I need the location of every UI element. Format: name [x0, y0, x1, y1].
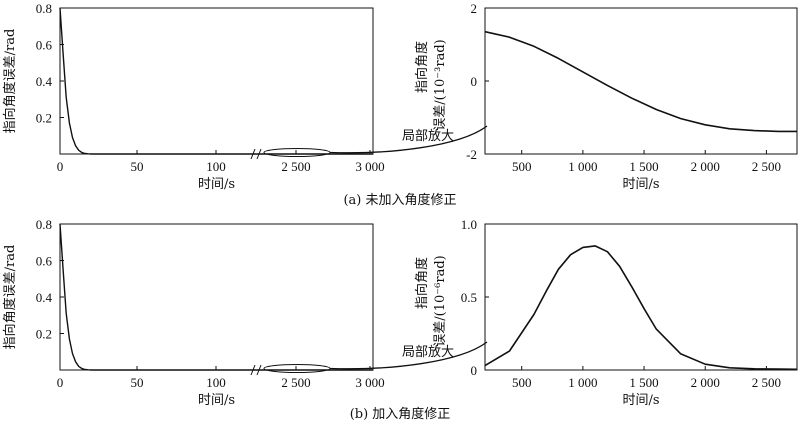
right-y-tick-label: 1.0: [461, 217, 477, 232]
left-y-tick-label: 0.4: [36, 74, 53, 89]
left-x-tick-label: 100: [206, 159, 226, 174]
left-y-axis-label: 指向角度误差/rad: [2, 245, 18, 350]
left-x-tick-label: 50: [131, 375, 144, 390]
right-x-tick-label: 1 000: [568, 375, 597, 390]
left-x-tick-label: 100: [206, 375, 226, 390]
right-x-axis-label: 时间/s: [622, 177, 659, 192]
left-y-tick-label: 0.8: [36, 1, 52, 16]
right-x-tick-label: 2 000: [691, 375, 720, 390]
left-y-tick-label: 0.6: [36, 254, 53, 269]
left-series-line: [59, 223, 373, 371]
left-y-tick-label: 0.2: [36, 327, 52, 342]
left-x-axis-label: 时间/s: [198, 393, 235, 408]
left-x-tick-label: 2 500: [281, 159, 310, 174]
left-y-tick-label: 0.6: [36, 38, 53, 53]
right-y-axis-label-line2: 误差/(10⁻³rad): [433, 39, 448, 130]
right-x-tick-label: 2 500: [752, 375, 781, 390]
panel-caption: (b) 加入角度修正: [350, 406, 451, 422]
right-y-tick-label: 0.5: [461, 290, 477, 305]
right-plot-frame: [484, 7, 798, 155]
right-x-tick-label: 2 000: [691, 159, 720, 174]
zoom-callout-line: [329, 125, 488, 154]
left-x-tick-label: 50: [131, 159, 144, 174]
left-plot: 0.2 0.4 0.6 0.8 0 50 100 2 500 3 000 时间/s 指向角度误差/r…: [2, 217, 385, 408]
zoom-ellipse: [263, 364, 331, 373]
right-plot: 0 0.5 1.0 500 1 000 1 500 2 000 2 500 时间/s 指向角度 误差…: [414, 217, 798, 408]
left-plot-frame: [59, 223, 374, 371]
right-y-tick-label: 0: [471, 74, 478, 89]
right-x-tick-label: 500: [512, 375, 532, 390]
left-y-tick-label: 0.2: [36, 111, 52, 126]
zoom-callout-label: 局部放大: [402, 345, 454, 360]
panel-caption: (a) 未加入角度修正: [343, 192, 456, 208]
right-y-axis-label-line1: 指向角度: [414, 257, 430, 309]
right-y-tick-label: -2: [466, 147, 477, 162]
right-series-line: [484, 245, 798, 371]
right-y-tick-label: 2: [471, 1, 478, 16]
right-y-axis-label-line2: 误差/(10⁻⁶rad): [433, 255, 448, 346]
left-x-tick-label: 3 000: [355, 375, 384, 390]
left-y-axis-label: 指向角度误差/rad: [2, 29, 18, 134]
left-x-tick-label: 3 000: [355, 159, 384, 174]
panel-a: 0.2 0.4 0.6 0.8 0 50 100 2 500 3 000 时间/s 指向角度误差/r…: [2, 1, 798, 208]
left-y-tick-label: 0.8: [36, 217, 52, 232]
right-series-line: [484, 30, 797, 133]
right-x-axis-label: 时间/s: [622, 393, 659, 408]
right-y-axis-label-line1: 指向角度: [414, 41, 430, 93]
panel-b: 0.2 0.4 0.6 0.8 0 50 100 2 500 3 000 时间/s 指向角度误差/r…: [2, 217, 798, 422]
right-x-tick-label: 500: [512, 159, 532, 174]
right-plot: -2 0 2 500 1 000 1 500 2 000 2 500 时间/s 指向角度 误差/(1…: [414, 1, 798, 192]
left-x-tick-label: 0: [57, 159, 64, 174]
right-y-tick-label: 0: [471, 363, 478, 378]
left-plot: 0.2 0.4 0.6 0.8 0 50 100 2 500 3 000 时间/s 指向角度误差/r…: [2, 1, 385, 192]
left-y-tick-label: 0.4: [36, 290, 53, 305]
left-x-tick-label: 2 500: [281, 375, 310, 390]
right-plot-frame: [484, 223, 798, 371]
right-x-tick-label: 1 000: [568, 159, 597, 174]
right-x-tick-label: 2 500: [752, 159, 781, 174]
right-x-tick-label: 1 500: [629, 375, 658, 390]
left-x-tick-label: 0: [57, 375, 64, 390]
right-x-tick-label: 1 500: [629, 159, 658, 174]
left-plot-frame: [59, 7, 374, 155]
zoom-ellipse: [263, 148, 331, 157]
left-series-line: [59, 7, 373, 155]
zoom-callout-label: 局部放大: [402, 129, 454, 144]
zoom-callout-line: [329, 341, 488, 370]
left-x-axis-label: 时间/s: [198, 177, 235, 192]
